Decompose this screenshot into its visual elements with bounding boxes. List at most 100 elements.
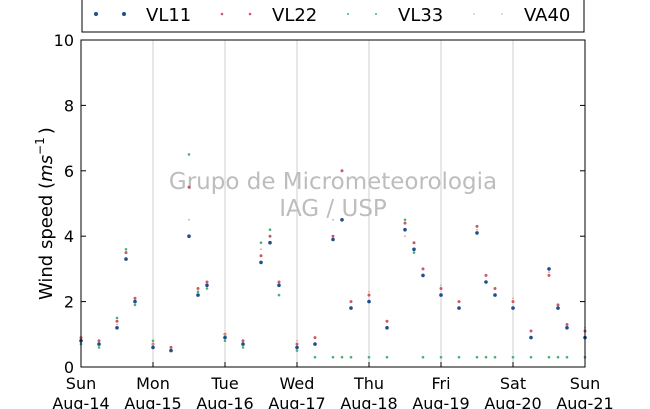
- y-tick-label: 0: [64, 358, 74, 377]
- legend-item-va40: VA40: [473, 5, 570, 26]
- data-point: [556, 306, 560, 310]
- data-point: [340, 355, 344, 359]
- data-point: [412, 247, 416, 252]
- data-point: [296, 339, 298, 342]
- legend-marker-vl22-b: [248, 12, 252, 16]
- data-point: [260, 248, 262, 251]
- legend-label-va40: VA40: [524, 5, 570, 26]
- series-vl11: [79, 218, 587, 353]
- data-point: [421, 267, 425, 271]
- data-point: [124, 251, 128, 255]
- data-point: [313, 336, 317, 340]
- data-point: [367, 293, 371, 297]
- y-tick-label: 8: [64, 96, 74, 115]
- y-axis-label-unit-exp: −1: [33, 137, 47, 155]
- data-point: [556, 355, 560, 359]
- data-point: [385, 319, 389, 323]
- data-point: [332, 218, 334, 221]
- data-point: [133, 299, 137, 304]
- data-point: [556, 303, 560, 307]
- data-point: [412, 251, 416, 254]
- data-point: [412, 241, 416, 245]
- legend-item-vl11: VL11: [94, 5, 191, 26]
- legend-marker-vl33: [347, 13, 349, 15]
- data-point: [529, 355, 533, 359]
- x-tick-date: Aug-20: [484, 394, 541, 409]
- data-point: [493, 355, 497, 359]
- data-point: [196, 293, 200, 297]
- data-point: [403, 221, 407, 225]
- x-axis-ticks: SunAug-14MonAug-15TueAug-16WedAug-17ThuA…: [52, 362, 614, 409]
- data-point: [133, 296, 137, 300]
- legend-marker-va40-b: [501, 13, 503, 15]
- data-point: [404, 235, 406, 238]
- data-point: [331, 355, 335, 359]
- data-point: [475, 231, 479, 235]
- data-point: [268, 228, 272, 231]
- data-point: [187, 234, 191, 238]
- data-point: [224, 333, 226, 336]
- data-point: [151, 339, 155, 343]
- data-point: [457, 306, 461, 310]
- data-point: [115, 319, 119, 323]
- data-point: [349, 355, 353, 359]
- legend-marker-vl11-b: [122, 12, 126, 16]
- watermark-line: IAG / USP: [279, 196, 387, 222]
- data-point: [133, 303, 137, 307]
- data-point: [205, 280, 209, 284]
- data-point: [493, 287, 497, 290]
- legend-label-vl22: VL22: [272, 5, 317, 26]
- data-point: [116, 323, 118, 326]
- data-point: [349, 306, 353, 310]
- data-point: [295, 349, 299, 352]
- data-point: [205, 287, 209, 290]
- data-point: [439, 355, 443, 359]
- x-tick-day: Wed: [280, 374, 315, 393]
- data-point: [115, 316, 119, 320]
- watermark-line: Grupo de Micrometeorologia: [169, 169, 497, 195]
- x-tick-date: Aug-16: [196, 394, 253, 409]
- x-tick-date: Aug-18: [340, 394, 397, 409]
- data-point: [188, 218, 190, 221]
- data-point: [268, 240, 272, 245]
- data-point: [385, 355, 389, 359]
- data-point: [331, 237, 335, 242]
- plot-frame: [80, 39, 586, 368]
- data-point: [476, 228, 478, 231]
- data-point: [295, 342, 299, 346]
- legend-label-vl33: VL33: [398, 5, 443, 26]
- legend-label-vl11: VL11: [146, 5, 191, 26]
- data-point: [169, 345, 173, 349]
- data-point: [97, 339, 101, 343]
- data-point: [313, 342, 317, 346]
- data-point: [529, 335, 533, 340]
- x-tick-day: Sun: [570, 374, 600, 393]
- y-tick-label: 2: [64, 293, 74, 312]
- x-tick-date: Aug-14: [52, 394, 109, 409]
- data-point: [484, 280, 488, 284]
- y-axis-ticks: 0 2 4 6 8 10: [54, 31, 585, 377]
- data-point: [512, 297, 514, 300]
- x-tick-date: Aug-17: [268, 394, 325, 409]
- data-point: [152, 343, 154, 345]
- data-point: [223, 339, 227, 343]
- data-point: [421, 355, 425, 359]
- data-point: [367, 299, 371, 304]
- data-point: [547, 355, 551, 359]
- data-point: [548, 271, 550, 274]
- data-point: [565, 323, 569, 326]
- legend-marker-vl11: [94, 12, 98, 16]
- data-point: [367, 355, 371, 359]
- grid-lines: [152, 40, 514, 367]
- data-point: [475, 355, 479, 359]
- data-point: [565, 355, 569, 359]
- legend: VL11 VL22 VL33 VA40: [81, 0, 585, 33]
- data-point: [241, 339, 245, 343]
- data-point: [493, 293, 497, 297]
- x-tick-date: Aug-15: [124, 394, 181, 409]
- data-point: [187, 153, 191, 156]
- y-tick-label: 4: [64, 227, 74, 246]
- data-point: [259, 241, 263, 244]
